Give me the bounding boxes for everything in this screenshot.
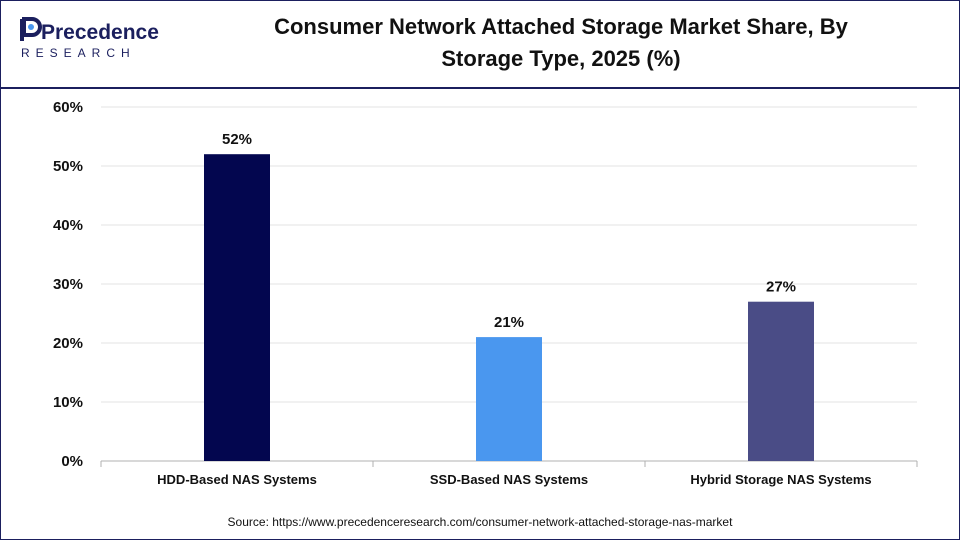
y-tick-label: 20% <box>53 335 83 352</box>
logo-subtext: RESEARCH <box>21 46 136 60</box>
y-tick-label: 50% <box>53 158 83 175</box>
bar <box>748 301 814 461</box>
chart-title: Consumer Network Attached Storage Market… <box>191 11 931 75</box>
chart-title-line-2: Storage Type, 2025 (%) <box>441 46 681 71</box>
logo-wordmark: Precedence <box>41 21 159 44</box>
bar-chart: 0% 10% 20% 30% 40% 50% 60% 52% HDD-Based NAS Sys… <box>53 99 918 487</box>
header-divider <box>1 87 959 89</box>
bar <box>204 154 270 461</box>
x-tick-label: HDD-Based NAS Systems <box>157 472 317 487</box>
data-label: 21% <box>494 314 524 331</box>
y-tick-label: 10% <box>53 394 83 411</box>
source-note: Source: https://www.precedenceresearch.c… <box>227 515 733 529</box>
logo-mark-icon <box>20 17 42 41</box>
y-tick-label: 0% <box>61 453 83 470</box>
y-tick-label: 30% <box>53 276 83 293</box>
precedence-research-logo: Precedence RESEARCH <box>20 17 159 60</box>
x-tick-label: SSD-Based NAS Systems <box>430 472 588 487</box>
data-label: 52% <box>222 131 252 148</box>
y-tick-label: 60% <box>53 99 83 116</box>
bar <box>476 337 542 461</box>
y-tick-label: 40% <box>53 217 83 234</box>
x-tick-label: Hybrid Storage NAS Systems <box>690 472 871 487</box>
data-label: 27% <box>766 279 796 296</box>
chart-title-line-1: Consumer Network Attached Storage Market… <box>274 14 848 39</box>
header: Precedence RESEARCH Consumer Network Att… <box>1 1 959 87</box>
